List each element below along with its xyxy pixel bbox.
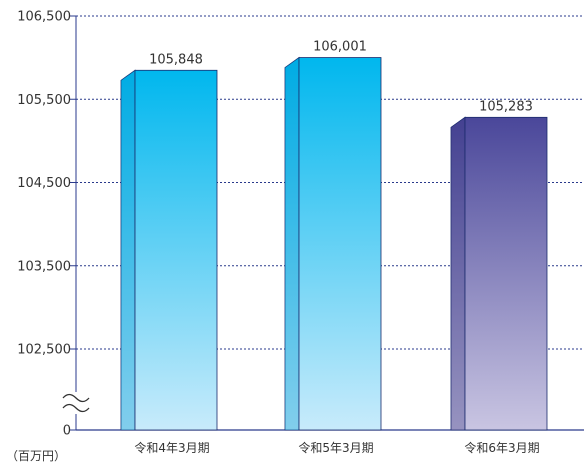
axis-break-icon bbox=[62, 393, 90, 413]
value-label: 105,283 bbox=[479, 99, 533, 114]
bar-0 bbox=[120, 69, 218, 431]
value-label: 106,001 bbox=[313, 40, 367, 55]
bar-front-face bbox=[134, 69, 218, 431]
bar-front-face bbox=[464, 116, 548, 431]
bar-1 bbox=[284, 56, 382, 431]
labels: 106,500 105,500 104,500 103,500 102,500 0 105,… bbox=[17, 10, 539, 456]
bar-front-face bbox=[298, 57, 382, 431]
y-tick-label: 103,500 bbox=[17, 259, 71, 274]
category-label: 令和4年3月期 bbox=[134, 440, 209, 455]
bar-side-shade bbox=[121, 70, 135, 431]
y-tick-label: 0 bbox=[63, 424, 71, 439]
y-tick-label: 104,500 bbox=[17, 176, 71, 191]
y-tick-label: 105,500 bbox=[17, 93, 71, 108]
category-label: 令和5年3月期 bbox=[298, 440, 373, 455]
y-tick-label: 102,500 bbox=[17, 343, 71, 358]
category-label: 令和6年3月期 bbox=[464, 440, 539, 455]
bar-2 bbox=[450, 116, 548, 431]
bar-side-shade bbox=[451, 117, 465, 430]
unit-label: （百万円） bbox=[6, 449, 66, 463]
value-label: 105,848 bbox=[149, 52, 203, 67]
y-tick-label: 106,500 bbox=[17, 10, 71, 25]
bars bbox=[120, 56, 548, 431]
axis-break-wave bbox=[62, 403, 90, 413]
axis-break-wave bbox=[62, 393, 90, 403]
bar-side-shade bbox=[285, 57, 299, 431]
